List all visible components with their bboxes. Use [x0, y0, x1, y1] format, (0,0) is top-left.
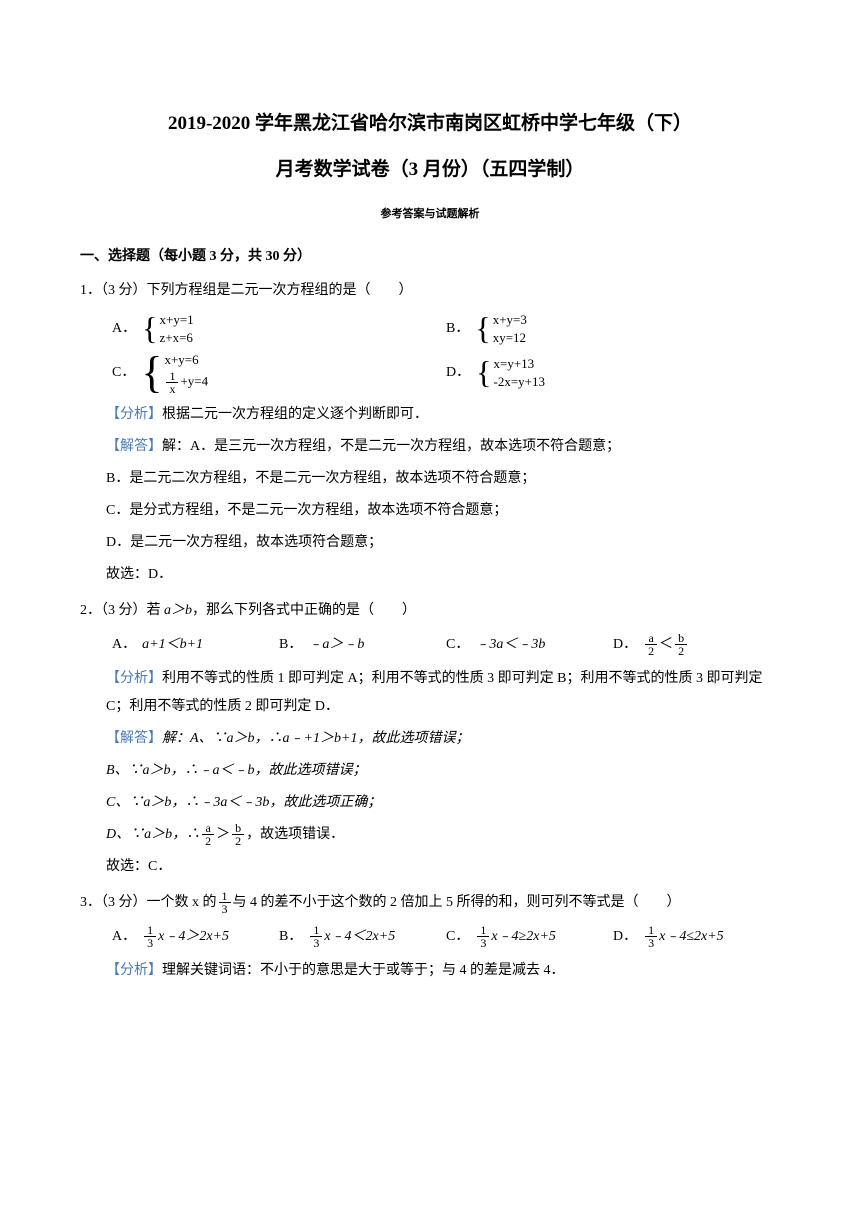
q2-option-d: D． a2＜b2 [613, 631, 780, 659]
q3-stem: 3．（3 分）一个数 x 的13与 4 的差不小于这个数的 2 倍加上 5 所得… [80, 889, 780, 917]
q3-analysis: 【分析】理解关键词语：不小于的意思是大于或等于；与 4 的差是减去 4． [80, 957, 780, 985]
brace-icon: { [141, 358, 162, 389]
q2-line-d: D、∵a＞b，∴a2＞b2，故选项错误． [80, 821, 780, 849]
brace-icon: { [142, 316, 157, 342]
q1-option-b: B． { x+y=3 xy=12 [446, 309, 780, 349]
title-line1: 2019-2020 学年黑龙江省哈尔滨市南岗区虹桥中学七年级（下） [80, 105, 780, 143]
q1-line-c: C．是分式方程组，不是二元一次方程组，故本选项不符合题意； [80, 497, 780, 525]
question-3: 3．（3 分）一个数 x 的13与 4 的差不小于这个数的 2 倍加上 5 所得… [80, 889, 780, 985]
q1-solve: 【解答】解：A．是三元一次方程组，不是二元一次方程组，故本选项不符合题意； [80, 433, 780, 461]
q1-options-row1: A． { x+y=1 z+x=6 B． { x+y=3 xy=12 [80, 309, 780, 349]
q1-conclusion: 故选：D． [80, 561, 780, 589]
q1-stem: 1．（3 分）下列方程组是二元一次方程组的是（ ） [80, 277, 780, 305]
q2-conclusion: 故选：C． [80, 853, 780, 881]
q1-line-b: B．是二元二次方程组，不是二元一次方程组，故本选项不符合题意； [80, 465, 780, 493]
q3-option-d: D． 13x﹣4≤2x+5 [613, 923, 780, 951]
q2-options: A．a+1＜b+1 B．﹣a＞﹣b C．﹣3a＜﹣3b D． a2＜b2 [80, 631, 780, 659]
q2-option-b: B．﹣a＞﹣b [279, 631, 446, 659]
q3-options: A． 13x﹣4＞2x+5 B． 13x﹣4＜2x+5 C． 13x﹣4≥2x+… [80, 923, 780, 951]
subtitle: 参考答案与试题解析 [80, 203, 780, 225]
q2-line-b: B、∵a＞b，∴﹣a＜﹣b，故此选项错误； [80, 757, 780, 785]
brace-icon: { [475, 316, 490, 342]
q1-options-row2: C． { x+y=6 1x+y=4 D． { x=y+13 -2x=y+13 [80, 349, 780, 396]
q3-option-c: C． 13x﹣4≥2x+5 [446, 923, 613, 951]
q2-analysis: 【分析】利用不等式的性质 1 即可判定 A；利用不等式的性质 3 即可判定 B；… [80, 665, 780, 721]
q3-option-b: B． 13x﹣4＜2x+5 [279, 923, 446, 951]
q2-solve: 【解答】解：A、∵a＞b，∴a﹣+1＞b+1，故此选项错误； [80, 725, 780, 753]
q2-option-a: A．a+1＜b+1 [112, 631, 279, 659]
q2-line-c: C、∵a＞b，∴﹣3a＜﹣3b，故此选项正确； [80, 789, 780, 817]
section-header: 一、选择题（每小题 3 分，共 30 分） [80, 243, 780, 271]
q1-line-d: D．是二元一次方程组，故本选项符合题意； [80, 529, 780, 557]
q1-option-a: A． { x+y=1 z+x=6 [112, 309, 446, 349]
q1-analysis: 【分析】根据二元一次方程组的定义逐个判断即可． [80, 401, 780, 429]
q1-option-d: D． { x=y+13 -2x=y+13 [446, 349, 780, 396]
title-line2: 月考数学试卷（3 月份）（五四学制） [80, 151, 780, 189]
q2-option-c: C．﹣3a＜﹣3b [446, 631, 613, 659]
brace-icon: { [476, 360, 491, 386]
q3-option-a: A． 13x﹣4＞2x+5 [112, 923, 279, 951]
question-2: 2．（3 分）若 a＞b，那么下列各式中正确的是（ ） A．a+1＜b+1 B．… [80, 597, 780, 881]
question-1: 1．（3 分）下列方程组是二元一次方程组的是（ ） A． { x+y=1 z+x… [80, 277, 780, 589]
q2-stem: 2．（3 分）若 a＞b，那么下列各式中正确的是（ ） [80, 597, 780, 625]
q1-option-c: C． { x+y=6 1x+y=4 [112, 349, 446, 396]
